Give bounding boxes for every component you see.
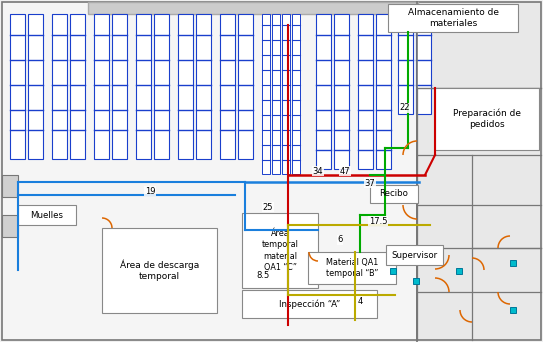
Bar: [242, 213, 318, 288]
Bar: [435, 88, 539, 150]
Bar: [308, 252, 396, 284]
Bar: [388, 4, 518, 32]
Bar: [416, 14, 431, 114]
Bar: [413, 278, 419, 284]
Bar: [238, 14, 253, 159]
Bar: [510, 260, 516, 266]
Text: Área de descarga
temporal: Área de descarga temporal: [120, 260, 199, 281]
Bar: [94, 14, 109, 159]
Bar: [316, 14, 331, 169]
Text: 25: 25: [263, 202, 273, 211]
Bar: [2, 175, 18, 197]
Text: Recibo: Recibo: [380, 189, 408, 198]
Text: Área
temporal
material
QA1 “C”: Área temporal material QA1 “C”: [262, 229, 299, 272]
Bar: [70, 14, 85, 159]
Bar: [370, 185, 418, 203]
Bar: [242, 290, 377, 318]
Bar: [88, 2, 418, 14]
Text: 6: 6: [337, 236, 343, 245]
Text: Preparación de
pedidos: Preparación de pedidos: [453, 109, 521, 129]
Bar: [390, 268, 396, 274]
Bar: [220, 14, 235, 159]
Text: Inspección “A”: Inspección “A”: [279, 299, 340, 309]
Bar: [417, 2, 541, 340]
Bar: [28, 14, 43, 159]
Text: 22: 22: [400, 104, 411, 113]
Bar: [112, 14, 127, 159]
Bar: [510, 307, 516, 313]
Bar: [18, 205, 76, 225]
Bar: [456, 268, 462, 274]
Bar: [358, 14, 373, 169]
Text: 34: 34: [313, 167, 323, 175]
Bar: [398, 14, 413, 114]
Bar: [386, 245, 443, 265]
Bar: [136, 14, 151, 159]
Bar: [10, 14, 25, 159]
Text: Muelles: Muelles: [30, 210, 64, 220]
Text: 4: 4: [357, 298, 363, 306]
Bar: [178, 14, 193, 159]
Bar: [292, 14, 300, 174]
Bar: [196, 14, 211, 159]
Text: 47: 47: [340, 167, 350, 175]
Bar: [2, 2, 417, 340]
Text: 8.5: 8.5: [256, 271, 270, 279]
Text: 37: 37: [365, 179, 375, 187]
Bar: [334, 14, 349, 169]
Bar: [154, 14, 169, 159]
Text: Almacenamiento de
materiales: Almacenamiento de materiales: [407, 8, 498, 28]
Text: 19: 19: [145, 186, 155, 196]
Text: 17.5: 17.5: [369, 216, 387, 225]
Bar: [52, 14, 67, 159]
Bar: [272, 14, 280, 174]
Bar: [102, 228, 217, 313]
Bar: [2, 215, 18, 237]
Text: Supervisor: Supervisor: [392, 250, 438, 260]
Bar: [282, 14, 290, 174]
Text: Material QA1
temporal “B”: Material QA1 temporal “B”: [326, 258, 378, 278]
Bar: [376, 14, 391, 169]
Bar: [262, 14, 270, 174]
